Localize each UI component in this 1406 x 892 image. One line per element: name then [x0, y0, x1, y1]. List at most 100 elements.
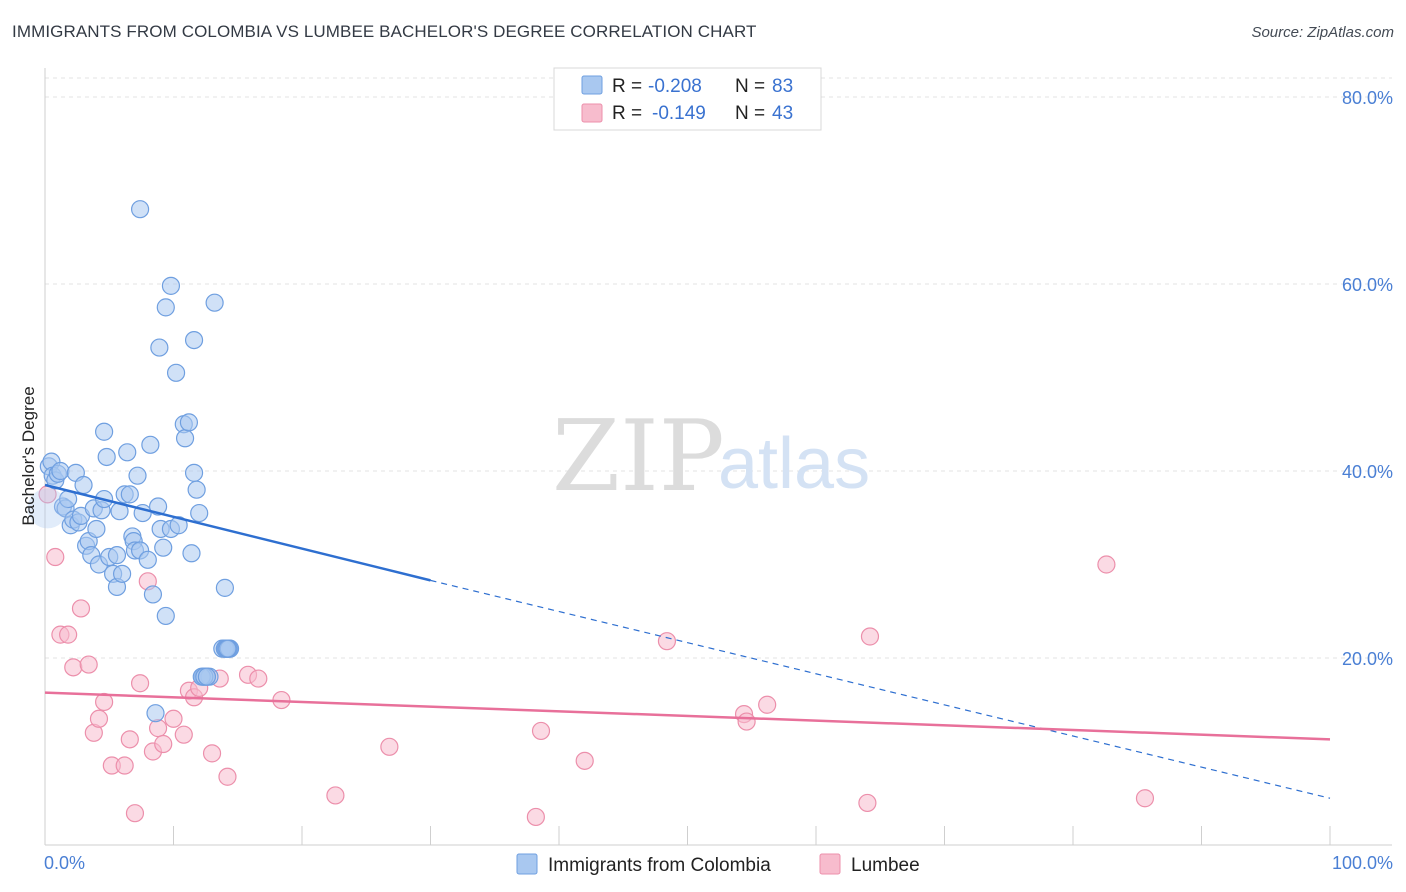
scatter-point — [182, 544, 201, 563]
scatter-point — [737, 712, 756, 731]
scatter-point — [59, 625, 78, 644]
y-axis-label: Bachelor's Degree — [19, 386, 38, 525]
grid-lines — [45, 77, 1392, 659]
y-tick-label: 40.0% — [1342, 462, 1393, 482]
y-tick-label: 20.0% — [1342, 649, 1393, 669]
scatter-point — [175, 429, 195, 448]
scatter-point — [205, 293, 224, 312]
legend-n-label-2: N = — [735, 103, 765, 124]
scatter-point — [156, 298, 175, 317]
watermark: ZIP atlas — [552, 400, 870, 514]
lumbee-points — [38, 485, 1155, 827]
scatter-point — [249, 669, 268, 688]
scatter-point — [197, 667, 217, 686]
bottom-legend-swatch-colombia — [516, 853, 538, 875]
x-tick-labels: 0.0% 100.0% — [44, 853, 1393, 873]
scatter-point — [125, 804, 145, 823]
trend-line-colombia-extension — [430, 579, 1331, 799]
scatter-point — [657, 632, 677, 651]
scatter-point — [46, 547, 65, 567]
legend-n-value-2: 43 — [772, 103, 793, 124]
scatter-point — [166, 363, 186, 382]
scatter-point — [531, 721, 551, 741]
legend: R = -0.208 N = 83 R = -0.149 N = 43 — [553, 67, 822, 131]
scatter-point — [218, 639, 237, 658]
scatter-point — [154, 734, 173, 754]
scatter-point — [95, 422, 114, 441]
scatter-point — [575, 751, 594, 770]
scatter-point — [107, 546, 127, 565]
scatter-point — [215, 578, 234, 597]
scatter-point — [380, 737, 399, 756]
scatter-point — [138, 550, 157, 569]
legend-swatch-pink — [581, 103, 603, 123]
scatter-point — [118, 443, 137, 462]
scatter-point — [120, 485, 139, 504]
bottom-legend-label-colombia: Immigrants from Colombia — [548, 855, 771, 876]
scatter-point — [64, 658, 83, 677]
watermark-atlas: atlas — [718, 424, 870, 504]
scatter-point — [112, 564, 132, 583]
scatter-point — [326, 786, 345, 805]
scatter-point — [150, 338, 169, 357]
scatter-point — [161, 276, 181, 295]
scatter-point — [169, 516, 188, 535]
colombia-points — [27, 200, 240, 723]
cluster-point — [27, 488, 68, 529]
y-tick-label: 80.0% — [1342, 88, 1393, 108]
scatter-point — [87, 519, 106, 539]
legend-r-value-2: -0.149 — [652, 103, 706, 124]
scatter-point — [146, 704, 165, 723]
scatter-point — [858, 793, 877, 813]
scatter-point — [97, 447, 116, 467]
scatter-point — [128, 466, 147, 485]
scatter-point — [130, 674, 150, 693]
scatter-point — [1097, 555, 1116, 574]
x-tick-label: 100.0% — [1332, 853, 1393, 873]
scatter-point — [154, 538, 173, 557]
legend-n-value-1: 83 — [772, 76, 793, 97]
legend-r-value-1: -0.208 — [648, 76, 702, 97]
scatter-point — [120, 730, 139, 749]
scatter-point — [190, 503, 209, 523]
scatter-point — [164, 709, 183, 728]
scatter-point — [184, 463, 204, 482]
scatter-point — [860, 627, 880, 646]
chart-title: IMMIGRANTS FROM COLOMBIA VS LUMBEE BACHE… — [12, 22, 757, 41]
scatter-point — [89, 709, 109, 728]
scatter-point — [71, 599, 91, 618]
y-tick-labels: 20.0% 40.0% 60.0% 80.0% — [1342, 88, 1393, 669]
scatter-point — [526, 807, 545, 827]
scatter-point — [1135, 789, 1155, 808]
scatter-point — [758, 695, 777, 714]
scatter-point — [143, 585, 163, 604]
trend-line-colombia — [44, 483, 431, 582]
scatter-point — [174, 725, 193, 744]
legend-swatch-blue — [581, 75, 603, 95]
scatter-point — [79, 655, 98, 674]
legend-n-label-1: N = — [735, 76, 765, 97]
scatter-point — [51, 461, 70, 481]
bottom-legend-swatch-lumbee — [819, 853, 841, 875]
legend-r-label-2: R = — [612, 103, 642, 124]
watermark-zip: ZIP — [552, 400, 725, 514]
trend-line-lumbee — [44, 691, 1331, 741]
scatter-point — [187, 480, 206, 499]
scatter-point — [141, 435, 160, 454]
scatter-point — [184, 331, 204, 350]
y-tick-label: 60.0% — [1342, 275, 1393, 295]
x-tick-label: 0.0% — [44, 853, 85, 873]
legend-r-label-1: R = — [612, 76, 642, 97]
scatter-point — [130, 200, 150, 219]
scatter-point — [115, 756, 134, 775]
bottom-legend: Immigrants from Colombia Lumbee — [516, 853, 920, 876]
source-attribution: Source: ZipAtlas.com — [1251, 24, 1394, 41]
scatter-point — [95, 692, 114, 712]
trend-lines — [44, 483, 1331, 799]
scatter-point — [179, 413, 199, 432]
scatter-point — [148, 719, 168, 738]
scatter-point — [74, 475, 93, 495]
bottom-legend-label-lumbee: Lumbee — [851, 855, 920, 876]
scatter-point — [218, 767, 237, 786]
